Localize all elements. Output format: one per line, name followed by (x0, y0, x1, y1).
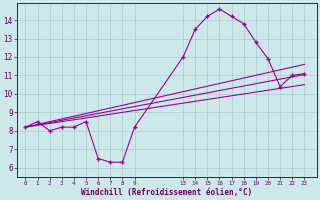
X-axis label: Windchill (Refroidissement éolien,°C): Windchill (Refroidissement éolien,°C) (81, 188, 252, 197)
